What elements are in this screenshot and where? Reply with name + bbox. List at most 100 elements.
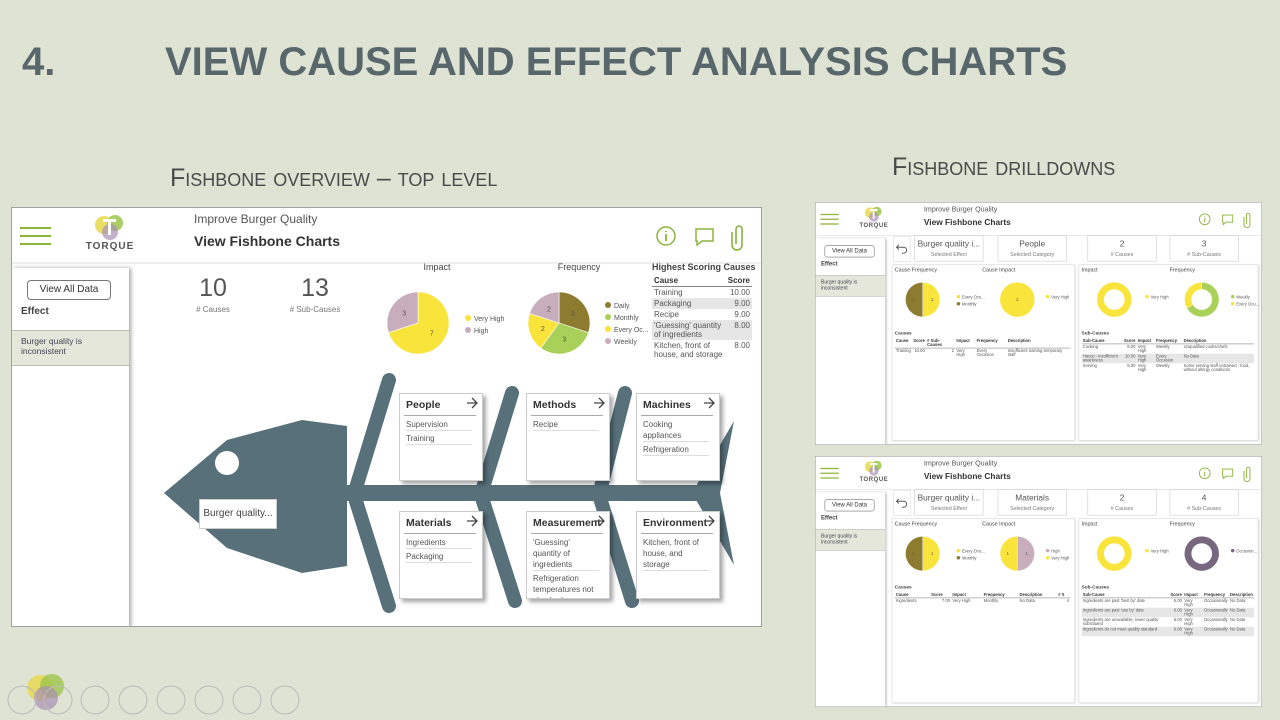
column-header: Score: [727, 276, 750, 285]
pie-slice: [540, 322, 589, 355]
chart-title: Cause Impact: [982, 266, 1016, 273]
drilldown-app: TORQUE Improve Burger Quality View Fishbon…: [815, 202, 1262, 445]
table-cell: Weekly: [1155, 344, 1170, 349]
table-cell: Cooking: [1082, 344, 1099, 349]
category-card[interactable]: Machines Cooking appliances Refrigeration: [636, 393, 720, 481]
legend-swatch: [605, 314, 611, 320]
category-card[interactable]: Measurement 'Guessing' quantity of ingred…: [526, 511, 610, 599]
slice-label: 1: [1007, 551, 1010, 556]
category-card[interactable]: Methods Recipe: [526, 393, 610, 481]
pie-slice: [558, 291, 591, 333]
toolbar-button[interactable]: [7, 685, 37, 715]
legend-swatch: [1230, 301, 1235, 306]
view-all-button[interactable]: View All Data: [27, 280, 111, 300]
legend-label: Every Ocu...: [1236, 302, 1259, 307]
toolbar-button[interactable]: [118, 685, 148, 715]
effect-label: Effect: [820, 260, 838, 268]
table-cell: No Data: [1229, 627, 1246, 632]
kpi-value: 13: [301, 274, 329, 302]
cause-item: Kitchen, front of house, and storage: [643, 537, 709, 571]
drill-arrow: [594, 515, 605, 527]
pie-slice: [1000, 282, 1035, 317]
kpi-card: 3 # Sub-Causes: [1169, 235, 1239, 262]
toolbar-button[interactable]: [80, 685, 110, 715]
column-header: Description: [1183, 338, 1207, 344]
category-card[interactable]: People Supervision Training: [399, 393, 483, 481]
effect-item[interactable]: Burger quality is inconsistent: [12, 330, 129, 366]
data-table: Sub-Cause Score Impact Frequency Description…: [1081, 592, 1255, 637]
table-cell: 8.00: [1127, 363, 1136, 369]
card-label: Selected Effect: [930, 505, 967, 512]
column-header: Sub-Cause: [1082, 338, 1105, 344]
column-header: Frequency: [976, 338, 998, 344]
category-name: Methods: [533, 399, 577, 411]
legend-label: Monthly: [962, 556, 977, 561]
cause-item: Cooking appliances: [643, 419, 709, 442]
logo-t: [869, 209, 878, 219]
chart-title: Frequency: [557, 262, 601, 272]
legend-swatch: [1145, 548, 1149, 553]
pie-chart: Weekly Every Ocu...: [1184, 282, 1259, 317]
slice-label: 7: [430, 331, 434, 338]
column-header: Cause: [654, 276, 679, 285]
legend-swatch: [465, 327, 471, 333]
view-all-button[interactable]: View All Data: [824, 245, 875, 258]
category-card[interactable]: Materials Ingredients Packaging: [399, 511, 483, 599]
fish-spine: [332, 485, 712, 501]
pie-chart: 2 Very High: [1000, 282, 1070, 317]
card-label: Selected Category: [1010, 505, 1055, 512]
toolbar-button[interactable]: [232, 685, 262, 715]
causes-panel: [891, 264, 1076, 441]
cause-item: Refrigeration temperatures not checked: [533, 573, 599, 598]
comment-icon: [1222, 214, 1234, 226]
table-cell: Occasionally: [1203, 608, 1228, 613]
column-header: Frequency: [1203, 592, 1226, 598]
table-title: Highest Scoring Causes: [652, 262, 756, 272]
table-cell: 9.00: [734, 299, 750, 308]
table-cell: No Data: [1019, 598, 1035, 603]
table-cell: Ingredients do not meet quality standard: [1082, 627, 1158, 632]
table-cell: No Data: [1229, 608, 1246, 613]
table-cell: 9.00: [734, 310, 750, 319]
comment-icon: [1222, 468, 1234, 480]
drill-arrow: [704, 515, 715, 527]
toolbar-button[interactable]: [270, 685, 300, 715]
logo-t: [103, 219, 116, 235]
drill-arrow: [467, 515, 478, 527]
card-label: # Causes: [1110, 251, 1134, 258]
attach-icon: [731, 225, 743, 251]
toolbar-button[interactable]: [156, 685, 186, 715]
legend-swatch: [1045, 294, 1050, 299]
table-row: Cooking 8.00 Very High Weekly Unqualified co…: [1082, 344, 1255, 354]
pie-slice: [388, 291, 450, 355]
table-row: Packaging 9.00: [652, 298, 752, 309]
table-cell: Some serving staff untrained - food, wit…: [1183, 363, 1250, 373]
toolbar-button[interactable]: [194, 685, 224, 715]
drilldown-caption: Fishbone drilldowns: [892, 153, 1116, 181]
table-cell: Every Occasion: [1155, 354, 1174, 363]
legend-label: Weekly: [614, 339, 637, 346]
view-all-button[interactable]: View All Data: [824, 499, 875, 512]
effect-item[interactable]: Burger quality is inconsistent: [815, 529, 886, 551]
table-header-row: Sub-Cause Score Impact Frequency Description: [1081, 592, 1255, 598]
effect-item[interactable]: Burger quality is inconsistent: [815, 275, 886, 297]
table-row: 'Guessing' quantity of ingredients 8.00: [652, 320, 752, 340]
info-icon: [1198, 467, 1211, 480]
table-cell: 10.00: [1124, 354, 1136, 359]
legend-label: Monthly: [962, 302, 977, 307]
pie-chart: Occasion...: [1184, 536, 1257, 571]
table-cell: 2: [951, 348, 955, 354]
legend-swatch: [956, 301, 961, 306]
table-row: Recipe 9.00: [652, 309, 752, 320]
app-header-graphics: [815, 460, 1262, 490]
toolbar-button[interactable]: [43, 685, 73, 715]
slice-label: 2: [547, 307, 551, 314]
kpi-card: 2 # Causes: [1087, 489, 1157, 516]
category-name: Measurement: [533, 517, 601, 529]
fish-bone: [348, 373, 396, 498]
attach-icon: [1243, 466, 1251, 482]
card-value: Materials: [1015, 492, 1050, 503]
category-card[interactable]: Environment Kitchen, front of house, and …: [636, 511, 720, 599]
table-cell: Ingredients are unavailable, lower quali…: [1082, 617, 1159, 627]
